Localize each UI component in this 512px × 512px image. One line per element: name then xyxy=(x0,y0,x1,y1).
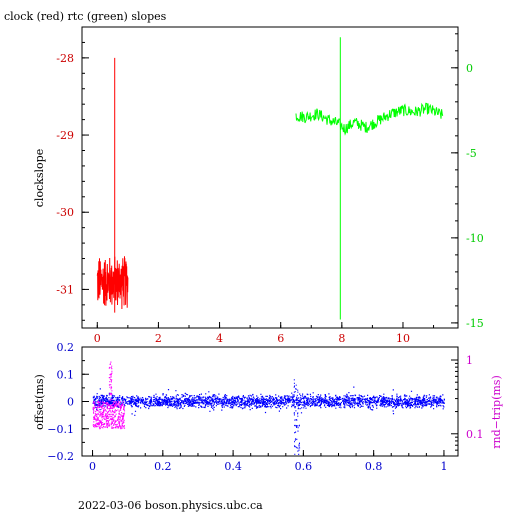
top-left-tick-label: -30 xyxy=(56,206,74,219)
top-x-tick-label: 8 xyxy=(338,332,345,345)
top-right-tick-label: -10 xyxy=(466,232,484,245)
bottom-x-tick-label: 0.6 xyxy=(295,460,313,473)
series-offset-blue xyxy=(92,379,445,455)
bottom-y-axis-right-label: rnd−trip(ms) xyxy=(490,375,503,449)
rtc-slope-line xyxy=(295,102,444,136)
bottom-left-tick-label: −0.1 xyxy=(47,423,74,436)
footer-host-date: 2022-03-06 boson.physics.ubc.ca xyxy=(78,499,263,512)
top-plot-frame xyxy=(81,26,459,329)
bottom-left-tick-label: 0.1 xyxy=(57,368,75,381)
top-right-tick-label: -5 xyxy=(466,147,477,160)
roundtrip-points xyxy=(92,361,126,430)
bottom-left-tick-label: 0.2 xyxy=(57,341,75,354)
clock-slope-line xyxy=(96,256,129,310)
top-x-ticks: 0 2 4 6 8 10 xyxy=(94,322,435,345)
top-x-tick-label: 2 xyxy=(155,332,162,345)
series-clock-red xyxy=(96,57,129,313)
series-rtc-green xyxy=(295,37,444,320)
bottom-x-tick-label: 1 xyxy=(440,460,447,473)
bottom-panel: 0 0.2 0.4 0.6 0.8 1 0.20.10−0.1−0.2 10.1 offs… xyxy=(33,341,503,473)
offset-points xyxy=(92,379,445,455)
bottom-x-tick-label: 0.8 xyxy=(365,460,383,473)
top-right-tick-label: -15 xyxy=(466,317,484,330)
top-x-tick-label: 6 xyxy=(277,332,284,345)
top-right-tick-label: 0 xyxy=(466,62,473,75)
chart-title: clock (red) rtc (green) slopes xyxy=(4,10,167,23)
bottom-x-ticks: 0 0.2 0.4 0.6 0.8 1 xyxy=(89,450,447,473)
top-left-tick-label: -29 xyxy=(56,129,74,142)
top-panel: 0 2 4 6 8 10 -28 -29 -30 -31 0 -5 -10 -15 clockslop… xyxy=(33,26,484,345)
bottom-x-tick-label: 0.4 xyxy=(224,460,242,473)
bottom-right-tick-label: 1 xyxy=(466,354,473,367)
top-y-axis-label: clockslope xyxy=(33,149,46,207)
top-left-tick-label: -28 xyxy=(56,52,74,65)
top-x-tick-label: 4 xyxy=(216,332,223,345)
bottom-left-tick-label: 0 xyxy=(67,396,74,409)
bottom-right-tick-label: 0.1 xyxy=(466,428,484,441)
bottom-left-ticks: 0.2 0.1 0 −0.1 −0.2 xyxy=(47,341,89,463)
bottom-left-tick-label: −0.2 xyxy=(47,450,74,463)
bottom-y-axis-label: offset(ms) xyxy=(33,374,46,430)
top-x-tick-label: 10 xyxy=(396,332,410,345)
top-left-tick-label: -31 xyxy=(56,283,74,296)
bottom-x-tick-label: 0 xyxy=(89,460,96,473)
top-x-tick-label: 0 xyxy=(94,332,101,345)
top-right-ticks: 0 -5 -10 -15 xyxy=(451,33,484,330)
series-roundtrip-magenta xyxy=(92,361,126,430)
bottom-right-ticks: 10.1 xyxy=(451,354,484,451)
bottom-x-tick-label: 0.2 xyxy=(154,460,172,473)
top-left-ticks: -28 -29 -30 -31 xyxy=(56,26,89,321)
